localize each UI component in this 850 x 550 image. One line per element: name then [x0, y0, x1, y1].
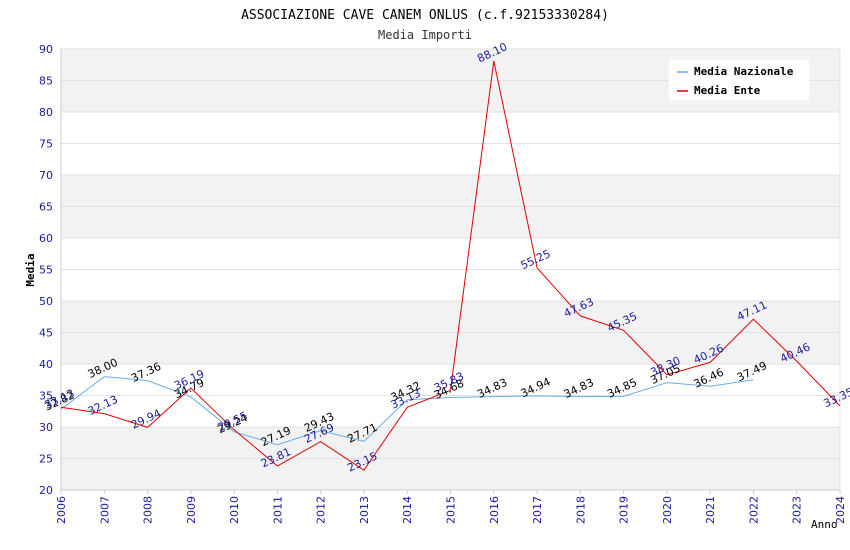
x-tick-label: 2010 [228, 496, 241, 524]
y-tick-label: 65 [39, 201, 53, 214]
legend-label-media-nazionale: Media Nazionale [694, 65, 794, 78]
y-tick-label: 35 [39, 390, 53, 403]
y-tick-label: 60 [39, 232, 53, 245]
grid-band [61, 332, 840, 364]
x-tick-label: 2021 [704, 496, 717, 524]
x-tick-label: 2012 [315, 496, 328, 524]
x-tick-label: 2011 [271, 496, 284, 524]
y-tick-label: 90 [39, 43, 53, 56]
x-tick-label: 2015 [445, 496, 458, 524]
data-label: 32.13 [86, 393, 120, 418]
y-tick-label: 20 [39, 484, 53, 497]
background-bands [61, 49, 840, 490]
x-tick-label: 2007 [98, 496, 111, 524]
x-tick-label: 2006 [55, 496, 68, 524]
grid-band [61, 427, 840, 459]
grid-band [61, 206, 840, 238]
data-label: 36.46 [692, 366, 726, 391]
x-tick-label: 2019 [618, 496, 631, 524]
y-axis-label: Media [24, 253, 37, 286]
x-axis-label: Anno [811, 518, 838, 531]
data-label: 55.25 [519, 247, 553, 272]
series-line-media-nazionale [60, 376, 754, 446]
grid-band [61, 301, 840, 333]
chart-subtitle: Media Importi [378, 28, 472, 42]
series-lines [60, 60, 841, 471]
legend-label-media-ente: Media Ente [694, 84, 761, 97]
y-tick-label: 45 [39, 327, 53, 340]
grid-band [61, 175, 840, 207]
data-label: 33.35 [821, 385, 850, 410]
gridlines [61, 48, 840, 491]
x-tick-label: 2023 [791, 496, 804, 524]
y-tick-label: 75 [39, 138, 53, 151]
legend: Media Nazionale Media Ente [669, 60, 809, 100]
x-tick-label: 2017 [531, 496, 544, 524]
grid-band [61, 458, 840, 490]
x-tick-label: 2008 [142, 496, 155, 524]
x-tick-label: 2016 [488, 496, 501, 524]
data-label: 34.83 [475, 376, 509, 401]
x-tick-label: 2009 [185, 496, 198, 524]
data-label: 34.85 [605, 376, 639, 401]
x-tick-label: 2013 [358, 496, 371, 524]
x-tick-label: 2020 [661, 496, 674, 524]
x-tick-label: 2024 [834, 496, 847, 524]
legend-box [669, 60, 809, 100]
x-tick-labels: 2006 2007 2008 2009 2010 2011 2012 2013 2014 2015… [55, 490, 847, 524]
y-tick-label: 50 [39, 295, 53, 308]
y-tick-label: 25 [39, 453, 53, 466]
y-tick-label: 40 [39, 358, 53, 371]
y-tick-label: 80 [39, 106, 53, 119]
y-tick-label: 70 [39, 169, 53, 182]
y-tick-label: 30 [39, 421, 53, 434]
series-line-media-ente [60, 60, 841, 471]
y-tick-label: 85 [39, 75, 53, 88]
y-tick-label: 55 [39, 264, 53, 277]
x-tick-label: 2022 [747, 496, 760, 524]
x-tick-label: 2014 [401, 496, 414, 524]
data-label: 34.83 [562, 376, 596, 401]
y-tick-labels: 20 25 30 35 40 45 50 55 60 65 70 75 80 85 90 [39, 43, 53, 497]
x-tick-label: 2018 [574, 496, 587, 524]
chart-title: ASSOCIAZIONE CAVE CANEM ONLUS (c.f.92153… [241, 8, 609, 23]
